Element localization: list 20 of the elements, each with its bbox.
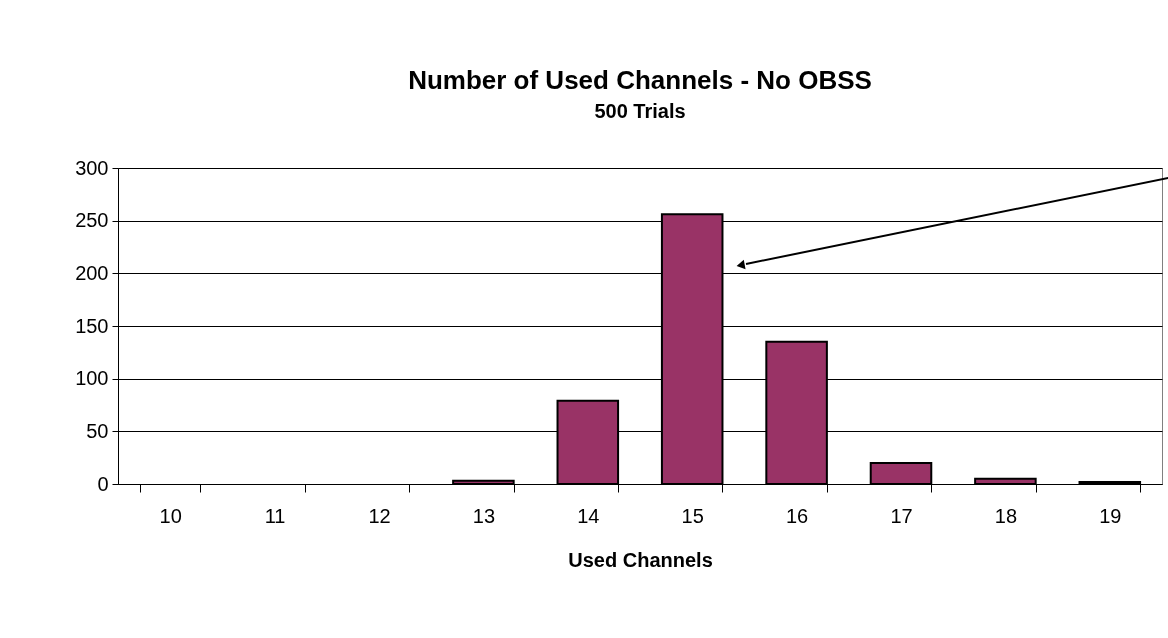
y-tick-label: 100 bbox=[75, 367, 109, 390]
x-tick-label: 15 bbox=[681, 504, 704, 527]
y-tick-label: 300 bbox=[75, 156, 109, 179]
x-tick-label: 16 bbox=[785, 504, 809, 527]
x-tick-label: 19 bbox=[1099, 504, 1122, 527]
y-tick-label: 200 bbox=[75, 261, 109, 284]
x-tick-label: 18 bbox=[994, 504, 1018, 527]
x-tick-label: 12 bbox=[368, 504, 391, 527]
y-tick-label: 0 bbox=[97, 472, 109, 495]
x-tick-label: 17 bbox=[890, 504, 913, 527]
x-axis-title: Used Channels bbox=[568, 548, 713, 571]
y-tick-label: 150 bbox=[75, 314, 109, 337]
y-tick-label: 50 bbox=[86, 419, 109, 442]
x-tick-label: 10 bbox=[159, 504, 182, 527]
x-tick-label: 13 bbox=[472, 504, 496, 527]
chart-subtitle: 500 Trials bbox=[594, 100, 686, 122]
y-tick-label: 250 bbox=[75, 209, 109, 232]
chart-title: Number of Used Channels - No OBSS bbox=[408, 65, 872, 95]
x-tick-label: 14 bbox=[577, 504, 600, 527]
x-tick-label: 11 bbox=[264, 504, 286, 527]
